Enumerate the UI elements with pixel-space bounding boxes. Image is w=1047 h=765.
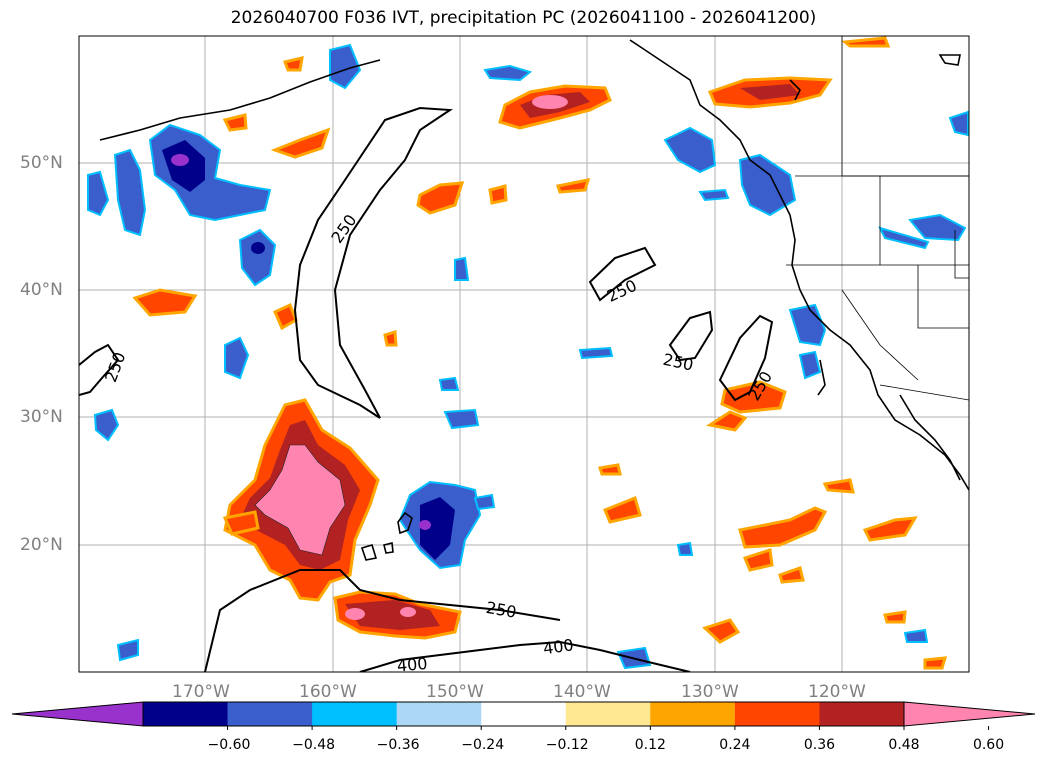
positive-anomaly-hawaii: [223, 398, 380, 602]
lat-label: 40°N: [20, 280, 63, 300]
contour-label: 250: [485, 598, 518, 622]
political-borders: [786, 36, 969, 401]
lon-label: 160°W: [299, 682, 357, 702]
map-title: 2026040700 F036 IVT, precipitation PC (2…: [230, 8, 817, 28]
contour-label: 250: [101, 350, 129, 385]
ivt-contours: [79, 106, 774, 672]
colorbar-tick-label: −0.48: [292, 737, 336, 753]
gridlines: [79, 36, 969, 672]
lat-label: 30°N: [20, 407, 63, 427]
colorbar-tick-label: 0.24: [719, 737, 751, 753]
positive-anomaly-canada-coast: [708, 76, 833, 109]
lon-label: 140°W: [553, 682, 611, 702]
positive-anomaly-gulf-of-alaska: [498, 84, 612, 130]
positive-anomaly-small: [132, 36, 948, 670]
colorbar-tick-label: 0.36: [803, 737, 836, 753]
plot-frame: [78, 35, 970, 673]
colorbar-cell: [312, 702, 398, 726]
colorbar-cell: [650, 702, 736, 726]
contour-label: 250: [604, 276, 640, 306]
contour-label: 250: [661, 350, 695, 375]
contour-labels: 250 250 250 250 250 250 400 400: [101, 211, 776, 676]
negative-anomaly-nw: [87, 123, 277, 287]
lat-label: 20°N: [20, 535, 63, 555]
contour-label: 250: [327, 211, 360, 247]
negative-anomaly-small: [93, 43, 969, 670]
positive-anomaly-south: [333, 590, 462, 640]
colorbar-tick-label: −0.60: [207, 737, 251, 753]
colorbar-cell: [396, 702, 482, 726]
colorbar-cell: [734, 702, 820, 726]
colorbar-cell: [481, 702, 567, 726]
colorbar-extend-min: [11, 701, 144, 727]
islands: [360, 511, 413, 561]
colorbar-tick-label: −0.24: [461, 737, 505, 753]
lat-label: 50°N: [20, 153, 63, 173]
colorbar-tick-label: −0.36: [376, 737, 420, 753]
colorbar: [11, 701, 1036, 730]
colorbar-extend-max: [903, 701, 1036, 727]
colorbar-cell: [227, 702, 313, 726]
colorbar-cell: [819, 702, 905, 726]
lon-label: 170°W: [172, 682, 230, 702]
colorbar-tick-label: −0.12: [545, 737, 589, 753]
colorbar-tick-label: 0.48: [888, 737, 920, 753]
colorbar-cell: [143, 702, 229, 726]
colorbar-cell: [565, 702, 651, 726]
lon-label: 120°W: [808, 682, 866, 702]
contour-label: 400: [542, 635, 575, 658]
negative-anomaly-hawaii: [398, 480, 482, 570]
colorbar-tick-label: 0.12: [634, 737, 666, 753]
colorbar-tick-label: 0.60: [972, 737, 1005, 753]
lon-label: 130°W: [681, 682, 739, 702]
map-plot-area: 250 250 250 250 250 250 400 400: [79, 36, 969, 676]
lon-label: 150°W: [426, 682, 484, 702]
contour-label: 400: [396, 654, 428, 676]
